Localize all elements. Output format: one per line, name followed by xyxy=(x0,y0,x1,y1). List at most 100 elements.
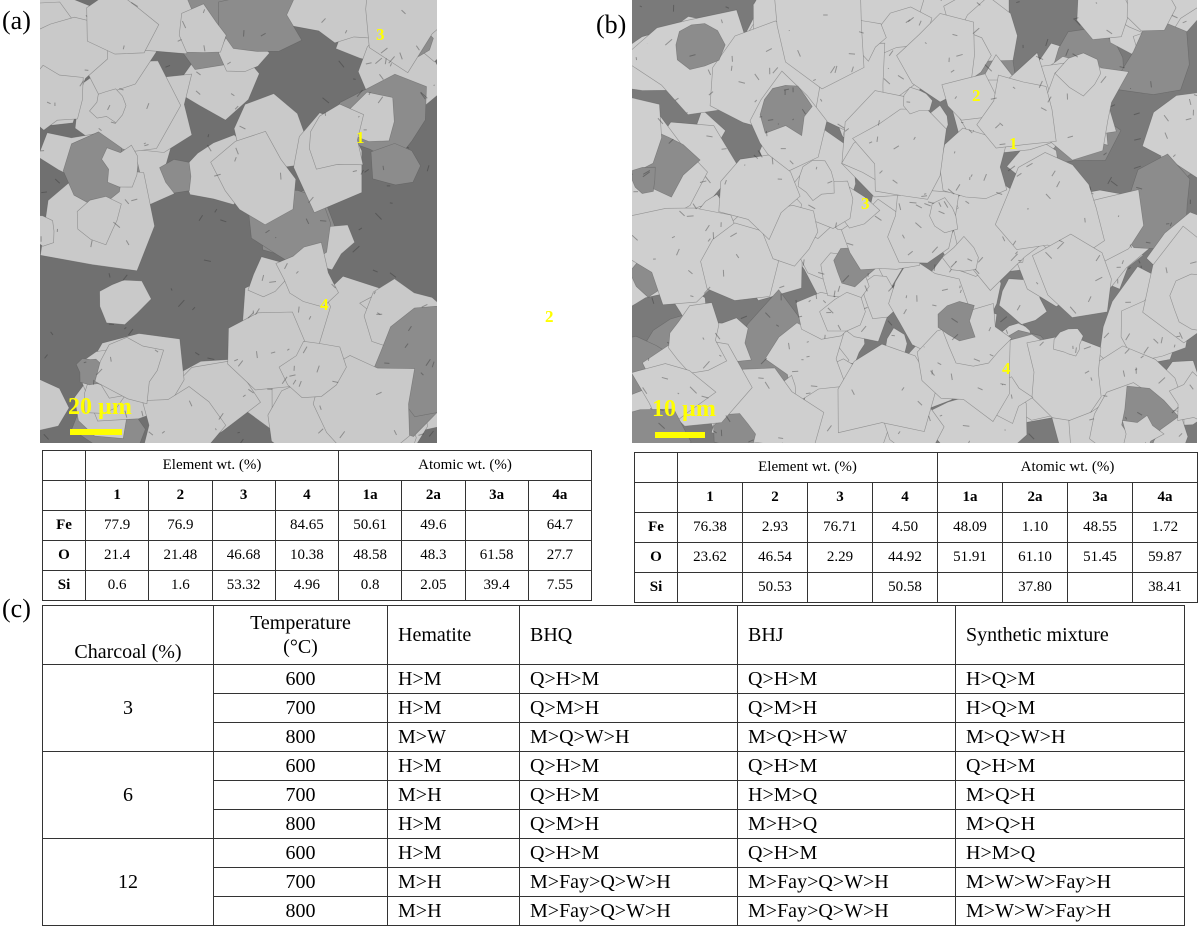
texture xyxy=(40,379,70,431)
texture xyxy=(1110,180,1118,187)
texture xyxy=(90,240,93,248)
table-cell: 0.6 xyxy=(84,570,150,601)
table-row: Fe 76.38 2.93 76.71 4.50 48.09 1.10 48.55 1.72 xyxy=(634,512,1198,543)
texture xyxy=(1000,316,1008,323)
texture xyxy=(798,315,803,318)
texture xyxy=(260,32,266,37)
table-cell: 1a xyxy=(337,480,403,511)
texture xyxy=(1091,192,1094,195)
texture xyxy=(689,54,696,57)
texture xyxy=(377,312,381,316)
texture xyxy=(192,306,196,311)
texture xyxy=(632,363,717,433)
texture xyxy=(642,387,648,395)
texture xyxy=(146,103,150,110)
table-cell: M>H xyxy=(387,867,520,897)
point-label: 2 xyxy=(972,86,981,105)
texture xyxy=(218,0,303,52)
texture xyxy=(735,253,740,259)
texture xyxy=(308,315,312,320)
texture xyxy=(1190,261,1197,264)
texture xyxy=(876,136,879,142)
point-label: 2 xyxy=(545,307,554,326)
texture xyxy=(1172,154,1176,158)
texture xyxy=(897,75,905,80)
texture xyxy=(707,238,711,242)
table-row: 6 600 H>M Q>H>M Q>H>M Q>H>M xyxy=(42,751,1185,839)
texture xyxy=(792,118,795,121)
texture xyxy=(808,299,811,303)
table-cell: Q>H>M xyxy=(519,780,738,810)
table-cell: 4.96 xyxy=(274,570,340,601)
texture xyxy=(802,259,805,266)
texture xyxy=(795,299,797,304)
texture xyxy=(789,160,794,165)
texture xyxy=(1122,370,1126,377)
table-cell: M>Q>H>W xyxy=(737,722,956,752)
texture xyxy=(1065,48,1069,56)
texture xyxy=(776,324,780,327)
table-row: Fe 77.9 76.9 84.65 50.61 49.6 64.7 xyxy=(42,510,593,541)
texture xyxy=(202,9,206,14)
texture xyxy=(284,263,288,270)
texture xyxy=(1153,338,1159,344)
texture xyxy=(76,196,122,246)
texture xyxy=(108,273,111,278)
texture xyxy=(41,191,48,194)
texture xyxy=(122,45,125,50)
texture xyxy=(1090,377,1093,381)
texture xyxy=(851,389,855,395)
texture xyxy=(668,302,728,374)
table-row: Charcoal (%) Temperature (°C) Hematite BHQ B… xyxy=(42,605,1185,665)
texture xyxy=(331,283,337,289)
texture xyxy=(1110,15,1190,95)
texture xyxy=(406,146,410,149)
texture xyxy=(1016,304,1021,311)
table-cell: 48.3 xyxy=(401,540,466,571)
texture xyxy=(319,405,322,410)
texture xyxy=(956,53,963,57)
texture xyxy=(888,284,895,292)
table-cell: 800 xyxy=(213,896,388,926)
table-cell: Q>H>M xyxy=(955,751,1185,781)
texture xyxy=(1171,406,1179,414)
texture xyxy=(962,424,970,427)
texture xyxy=(967,258,973,262)
texture xyxy=(143,142,146,145)
table-cell: 21.4 xyxy=(84,540,150,571)
texture xyxy=(1089,186,1092,191)
texture xyxy=(79,80,84,87)
texture xyxy=(819,291,866,332)
texture xyxy=(1164,132,1168,139)
texture xyxy=(188,400,193,407)
table-row: Si 50.53 50.58 37.80 38.41 xyxy=(634,572,1198,603)
table-cell: 61.10 xyxy=(1002,542,1068,573)
texture xyxy=(1189,384,1194,390)
texture xyxy=(372,269,378,273)
table-row: 800 M>W M>Q>W>H M>Q>H>W M>Q>W>H xyxy=(43,722,1185,752)
texture xyxy=(883,78,891,85)
texture xyxy=(404,343,409,349)
texture xyxy=(265,229,270,234)
texture xyxy=(373,291,376,295)
texture xyxy=(1160,337,1163,344)
table-cell: 84.65 xyxy=(274,510,340,541)
texture xyxy=(797,159,835,202)
texture xyxy=(370,143,421,186)
texture xyxy=(195,90,201,95)
texture xyxy=(1100,76,1107,84)
texture xyxy=(425,358,431,366)
texture xyxy=(305,218,310,225)
texture xyxy=(356,89,363,98)
texture xyxy=(369,305,437,418)
texture xyxy=(848,53,856,55)
table-cell xyxy=(937,572,1003,603)
texture xyxy=(941,288,948,291)
texture xyxy=(968,440,971,443)
texture xyxy=(255,351,258,359)
table-cell: 50.53 xyxy=(742,572,808,603)
texture xyxy=(909,201,917,204)
texture xyxy=(431,361,435,368)
texture xyxy=(239,125,246,130)
texture xyxy=(689,386,697,394)
